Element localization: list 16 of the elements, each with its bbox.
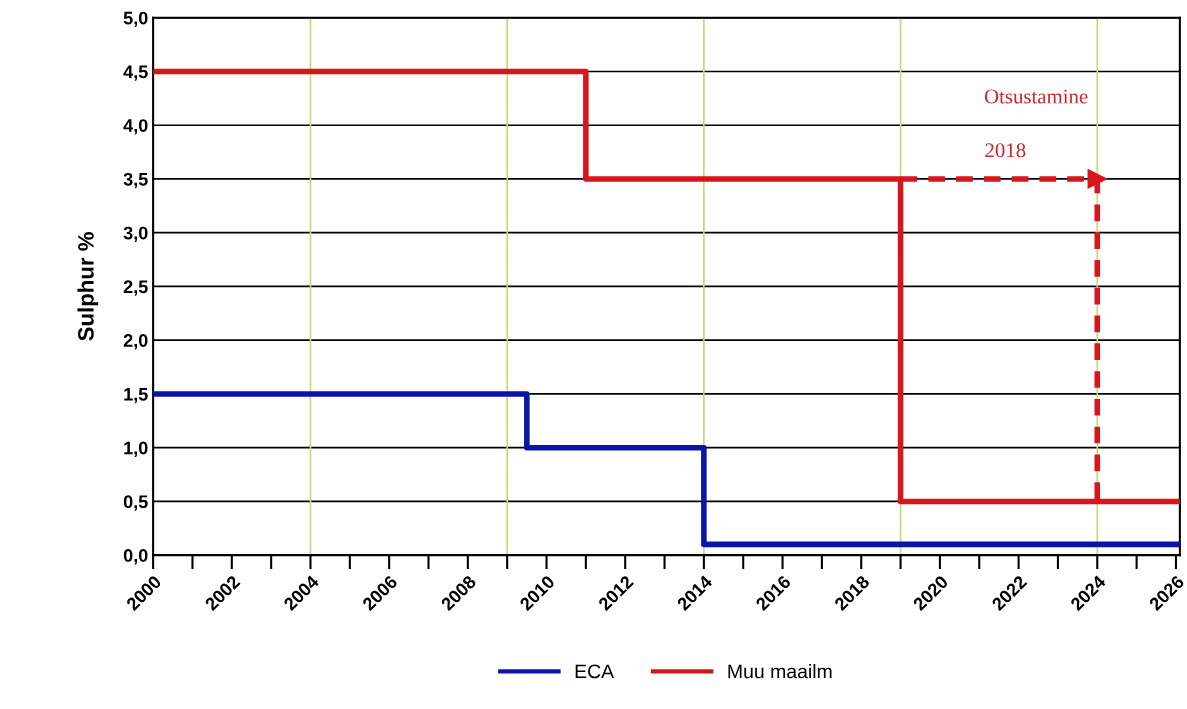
y-tick-label: 1,5 [124,388,148,404]
legend-label: ECA [575,664,615,679]
y-tick-label: 5,0 [123,11,148,28]
y-tick-label: 2,5 [123,280,148,296]
annotation: Otsustamine [984,89,1088,104]
y-tick-label: 1,0 [124,441,148,457]
y-axis-title: Sulphur % [77,232,99,341]
y-tick-label: 3,5 [123,172,148,189]
y-tick-label: 4,0 [123,119,148,135]
annotation: 2018 [985,143,1026,158]
y-tick-label: 4,5 [123,65,148,81]
y-tick-label: 0,5 [123,495,148,511]
y-tick-label: 0,0 [123,549,148,565]
y-tick-label: 3,0 [123,226,148,243]
y-tick-label: 2,0 [123,334,148,350]
legend-label: Muu maailm [728,664,832,679]
